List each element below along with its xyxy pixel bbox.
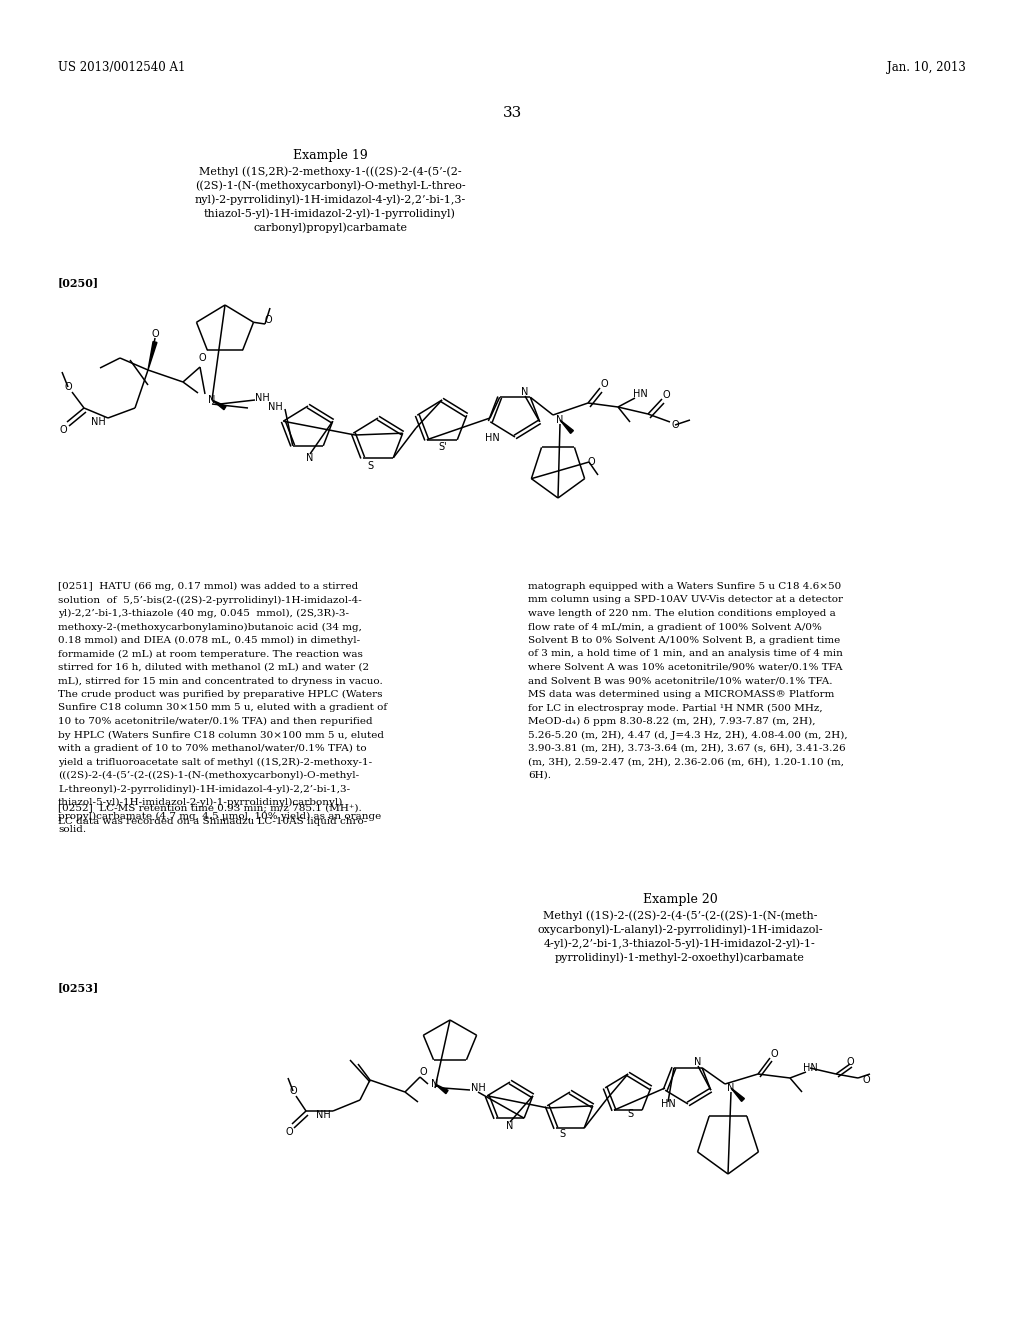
Text: by HPLC (Waters Sunfire C18 column 30×100 mm 5 u, eluted: by HPLC (Waters Sunfire C18 column 30×10…	[58, 730, 384, 739]
Text: nyl)-2-pyrrolidinyl)-1H-imidazol-4-yl)-2,2’-bi-1,3-: nyl)-2-pyrrolidinyl)-1H-imidazol-4-yl)-2…	[195, 195, 466, 206]
Text: O: O	[770, 1049, 778, 1059]
Text: mm column using a SPD-10AV UV-Vis detector at a detector: mm column using a SPD-10AV UV-Vis detect…	[528, 595, 843, 605]
Text: 5.26-5.20 (m, 2H), 4.47 (d, J=4.3 Hz, 2H), 4.08-4.00 (m, 2H),: 5.26-5.20 (m, 2H), 4.47 (d, J=4.3 Hz, 2H…	[528, 730, 848, 739]
Text: O: O	[264, 315, 271, 325]
Text: NH: NH	[91, 417, 105, 426]
Text: S: S	[367, 461, 373, 471]
Text: [0250]: [0250]	[58, 277, 99, 289]
Text: 6H).: 6H).	[528, 771, 551, 780]
Text: 10 to 70% acetonitrile/water/0.1% TFA) and then repurified: 10 to 70% acetonitrile/water/0.1% TFA) a…	[58, 717, 373, 726]
Text: [0253]: [0253]	[58, 982, 99, 994]
Text: O: O	[671, 420, 679, 430]
Text: HN: HN	[633, 389, 647, 399]
Text: matograph equipped with a Waters Sunfire 5 u C18 4.6×50: matograph equipped with a Waters Sunfire…	[528, 582, 842, 591]
Text: O: O	[862, 1074, 869, 1085]
Text: propyl)carbamate (4.7 mg, 4.5 μmol, 10% yield) as an orange: propyl)carbamate (4.7 mg, 4.5 μmol, 10% …	[58, 812, 381, 821]
Text: (((2S)-2-(4-(5’-(2-((2S)-1-(N-(methoxycarbonyl)-O-methyl-: (((2S)-2-(4-(5’-(2-((2S)-1-(N-(methoxyca…	[58, 771, 359, 780]
Text: Methyl ((1S)-2-((2S)-2-(4-(5’-(2-((2S)-1-(N-(meth-: Methyl ((1S)-2-((2S)-2-(4-(5’-(2-((2S)-1…	[543, 911, 817, 921]
Text: O: O	[152, 329, 159, 339]
Text: N: N	[556, 414, 563, 425]
Text: NH: NH	[255, 393, 269, 403]
Text: Methyl ((1S,2R)-2-methoxy-1-(((2S)-2-(4-(5’-(2-: Methyl ((1S,2R)-2-methoxy-1-(((2S)-2-(4-…	[199, 166, 462, 177]
Polygon shape	[560, 420, 573, 433]
Text: NH: NH	[315, 1110, 331, 1119]
Text: and Solvent B was 90% acetonitrile/10% water/0.1% TFA.: and Solvent B was 90% acetonitrile/10% w…	[528, 676, 833, 685]
Text: O: O	[846, 1057, 854, 1067]
Text: N: N	[431, 1078, 438, 1089]
Text: Solvent B to 0% Solvent A/100% Solvent B, a gradient time: Solvent B to 0% Solvent A/100% Solvent B…	[528, 636, 841, 645]
Text: with a gradient of 10 to 70% methanol/water/0.1% TFA) to: with a gradient of 10 to 70% methanol/wa…	[58, 744, 367, 754]
Text: 33: 33	[503, 106, 521, 120]
Text: NH: NH	[267, 403, 283, 412]
Text: 3.90-3.81 (m, 2H), 3.73-3.64 (m, 2H), 3.67 (s, 6H), 3.41-3.26: 3.90-3.81 (m, 2H), 3.73-3.64 (m, 2H), 3.…	[528, 744, 846, 752]
Text: 0.18 mmol) and DIEA (0.078 mL, 0.45 mmol) in dimethyl-: 0.18 mmol) and DIEA (0.078 mL, 0.45 mmol…	[58, 636, 360, 645]
Text: mL), stirred for 15 min and concentrated to dryness in vacuo.: mL), stirred for 15 min and concentrated…	[58, 676, 383, 685]
Text: S': S'	[438, 442, 447, 451]
Text: O: O	[587, 457, 595, 467]
Text: HN: HN	[803, 1063, 817, 1073]
Text: N: N	[521, 387, 528, 397]
Text: O: O	[59, 425, 67, 436]
Text: O: O	[419, 1067, 427, 1077]
Text: LC data was recorded on a Shimadzu LC-10AS liquid chro-: LC data was recorded on a Shimadzu LC-10…	[58, 817, 368, 825]
Text: of 3 min, a hold time of 1 min, and an analysis time of 4 min: of 3 min, a hold time of 1 min, and an a…	[528, 649, 843, 659]
Text: for LC in electrospray mode. Partial ¹H NMR (500 MHz,: for LC in electrospray mode. Partial ¹H …	[528, 704, 822, 713]
Text: HN: HN	[484, 433, 500, 444]
Text: US 2013/0012540 A1: US 2013/0012540 A1	[58, 61, 185, 74]
Text: O: O	[286, 1127, 293, 1137]
Text: S: S	[627, 1109, 633, 1119]
Text: N: N	[727, 1082, 734, 1093]
Text: NH: NH	[471, 1082, 485, 1093]
Text: pyrrolidinyl)-1-methyl-2-oxoethyl)carbamate: pyrrolidinyl)-1-methyl-2-oxoethyl)carbam…	[555, 953, 805, 964]
Text: S: S	[559, 1129, 565, 1139]
Text: Sunfire C18 column 30×150 mm 5 u, eluted with a gradient of: Sunfire C18 column 30×150 mm 5 u, eluted…	[58, 704, 387, 713]
Text: stirred for 16 h, diluted with methanol (2 mL) and water (2: stirred for 16 h, diluted with methanol …	[58, 663, 369, 672]
Text: yield a trifluoroacetate salt of methyl ((1S,2R)-2-methoxy-1-: yield a trifluoroacetate salt of methyl …	[58, 758, 372, 767]
Text: solid.: solid.	[58, 825, 86, 834]
Text: wave length of 220 nm. The elution conditions employed a: wave length of 220 nm. The elution condi…	[528, 609, 836, 618]
Text: thiazol-5-yl)-1H-imidazol-2-yl)-1-pyrrolidinyl): thiazol-5-yl)-1H-imidazol-2-yl)-1-pyrrol…	[204, 209, 456, 219]
Text: O: O	[65, 381, 72, 392]
Text: thiazol-5-yl)-1H-imidazol-2-yl)-1-pyrrolidinyl)carbonyl): thiazol-5-yl)-1H-imidazol-2-yl)-1-pyrrol…	[58, 799, 343, 807]
Text: N: N	[694, 1057, 701, 1067]
Text: Jan. 10, 2013: Jan. 10, 2013	[887, 61, 966, 74]
Text: HN: HN	[660, 1100, 676, 1109]
Text: [0251]  HATU (66 mg, 0.17 mmol) was added to a stirred: [0251] HATU (66 mg, 0.17 mmol) was added…	[58, 582, 358, 591]
Text: MS data was determined using a MICROMASS® Platform: MS data was determined using a MICROMASS…	[528, 690, 835, 700]
Polygon shape	[731, 1088, 744, 1101]
Text: ((2S)-1-(N-(methoxycarbonyl)-O-methyl-L-threo-: ((2S)-1-(N-(methoxycarbonyl)-O-methyl-L-…	[195, 181, 465, 191]
Text: O: O	[199, 352, 206, 363]
Text: N: N	[306, 453, 313, 463]
Text: MeOD-d₄) δ ppm 8.30-8.22 (m, 2H), 7.93-7.87 (m, 2H),: MeOD-d₄) δ ppm 8.30-8.22 (m, 2H), 7.93-7…	[528, 717, 815, 726]
Text: yl)-2,2’-bi-1,3-thiazole (40 mg, 0.045  mmol), (2S,3R)-3-: yl)-2,2’-bi-1,3-thiazole (40 mg, 0.045 m…	[58, 609, 349, 618]
Text: oxycarbonyl)-L-alanyl)-2-pyrrolidinyl)-1H-imidazol-: oxycarbonyl)-L-alanyl)-2-pyrrolidinyl)-1…	[538, 925, 823, 936]
Text: Example 20: Example 20	[643, 894, 718, 907]
Polygon shape	[435, 1084, 449, 1094]
Polygon shape	[212, 400, 226, 409]
Text: 4-yl)-2,2’-bi-1,3-thiazol-5-yl)-1H-imidazol-2-yl)-1-: 4-yl)-2,2’-bi-1,3-thiazol-5-yl)-1H-imida…	[544, 939, 816, 949]
Text: (m, 3H), 2.59-2.47 (m, 2H), 2.36-2.06 (m, 6H), 1.20-1.10 (m,: (m, 3H), 2.59-2.47 (m, 2H), 2.36-2.06 (m…	[528, 758, 844, 767]
Text: solution  of  5,5’-bis(2-((2S)-2-pyrrolidinyl)-1H-imidazol-4-: solution of 5,5’-bis(2-((2S)-2-pyrrolidi…	[58, 595, 361, 605]
Text: L-threonyl)-2-pyrrolidinyl)-1H-imidazol-4-yl)-2,2’-bi-1,3-: L-threonyl)-2-pyrrolidinyl)-1H-imidazol-…	[58, 784, 350, 793]
Text: The crude product was purified by preparative HPLC (Waters: The crude product was purified by prepar…	[58, 690, 383, 700]
Text: formamide (2 mL) at room temperature. The reaction was: formamide (2 mL) at room temperature. Th…	[58, 649, 362, 659]
Text: O: O	[600, 379, 608, 389]
Text: [0252]  LC-MS retention time 0.93 min; m/z 785.1 (MH⁺).: [0252] LC-MS retention time 0.93 min; m/…	[58, 803, 361, 812]
Text: flow rate of 4 mL/min, a gradient of 100% Solvent A/0%: flow rate of 4 mL/min, a gradient of 100…	[528, 623, 822, 631]
Polygon shape	[148, 342, 157, 370]
Text: N: N	[506, 1121, 514, 1131]
Text: O: O	[663, 389, 670, 400]
Text: carbonyl)propyl)carbamate: carbonyl)propyl)carbamate	[253, 223, 407, 234]
Text: N: N	[208, 395, 216, 405]
Text: where Solvent A was 10% acetonitrile/90% water/0.1% TFA: where Solvent A was 10% acetonitrile/90%…	[528, 663, 843, 672]
Text: Example 19: Example 19	[293, 149, 368, 161]
Text: O: O	[289, 1086, 297, 1096]
Text: methoxy-2-(methoxycarbonylamino)butanoic acid (34 mg,: methoxy-2-(methoxycarbonylamino)butanoic…	[58, 623, 361, 632]
